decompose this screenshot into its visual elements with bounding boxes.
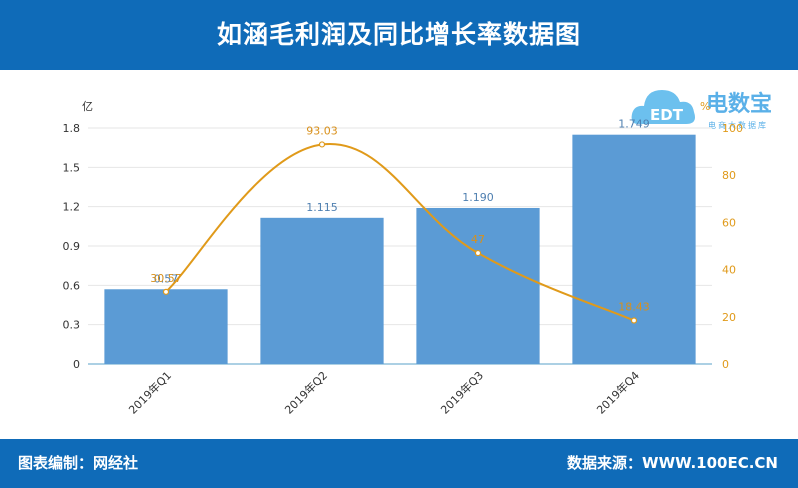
combo-chart: 0 0.3 0.6 0.9 1.2 1.5 1.8 0 20 40 60 80 100 亿 % 0.57 1.1…: [63, 100, 744, 417]
x-tick-label: 2019年Q3: [438, 368, 487, 417]
y-left-tick-label: 0.9: [63, 240, 81, 253]
x-tick-label: 2019年Q4: [594, 368, 643, 417]
bar-value-label: 1.115: [306, 201, 338, 214]
y-right-tick-label: 80: [722, 169, 736, 182]
bar: [260, 217, 384, 364]
y-left-tick-label: 0.3: [63, 319, 81, 332]
line-value-label: 30.57: [150, 272, 182, 285]
footer-bar: 图表编制：网经社 数据来源：WWW.100EC.CN: [0, 439, 798, 488]
cloud-logo-icon: EDT: [631, 90, 695, 124]
header-bar: 如涵毛利润及同比增长率数据图: [0, 0, 798, 70]
y-right-tick-label: 60: [722, 216, 736, 229]
bar-value-label: 1.749: [618, 118, 650, 131]
y-right-tick-label: 20: [722, 311, 736, 324]
line-value-label: 93.03: [306, 124, 338, 137]
y-left-tick-label: 1.5: [63, 161, 81, 174]
line-point: [474, 249, 482, 257]
y-left-tick-label: 0.6: [63, 279, 81, 292]
y-left-tick-label: 1.2: [63, 201, 81, 214]
line-point: [630, 317, 638, 324]
y-right-tick-label: 40: [722, 264, 736, 277]
footer-source: 数据来源：WWW.100EC.CN: [567, 454, 778, 472]
y-left-tick-label: 0: [73, 358, 80, 371]
y-right-unit: %: [700, 100, 710, 113]
logo-name: 电数宝: [706, 92, 773, 117]
y-right-tick-label: 0: [722, 358, 729, 371]
line-point: [318, 141, 326, 148]
growth-rate-line: [165, 143, 635, 322]
x-tick-label: 2019年Q2: [282, 368, 331, 417]
y-right-tick-label: 100: [722, 122, 743, 135]
logo: EDT 电数宝 电商大数据库: [628, 72, 793, 144]
bar-value-label: 0.57: [154, 272, 179, 285]
y-left-unit: 亿: [82, 100, 93, 113]
x-tick-label: 2019年Q1: [126, 368, 175, 417]
line-value-label: 47: [471, 233, 485, 246]
chart-title: 如涵毛利润及同比增长率数据图: [216, 20, 581, 49]
line-point: [162, 288, 170, 295]
footer-credit: 图表编制：网经社: [18, 454, 139, 472]
bar: [572, 134, 696, 364]
bar: [416, 207, 540, 364]
bar-value-label: 1.190: [462, 191, 494, 204]
bar: [104, 289, 228, 364]
logo-subtitle: 电商大数据库: [708, 121, 768, 130]
y-left-tick-label: 1.8: [63, 122, 81, 135]
logo-mark: EDT: [650, 106, 684, 124]
line-value-label: 18.43: [618, 301, 650, 314]
